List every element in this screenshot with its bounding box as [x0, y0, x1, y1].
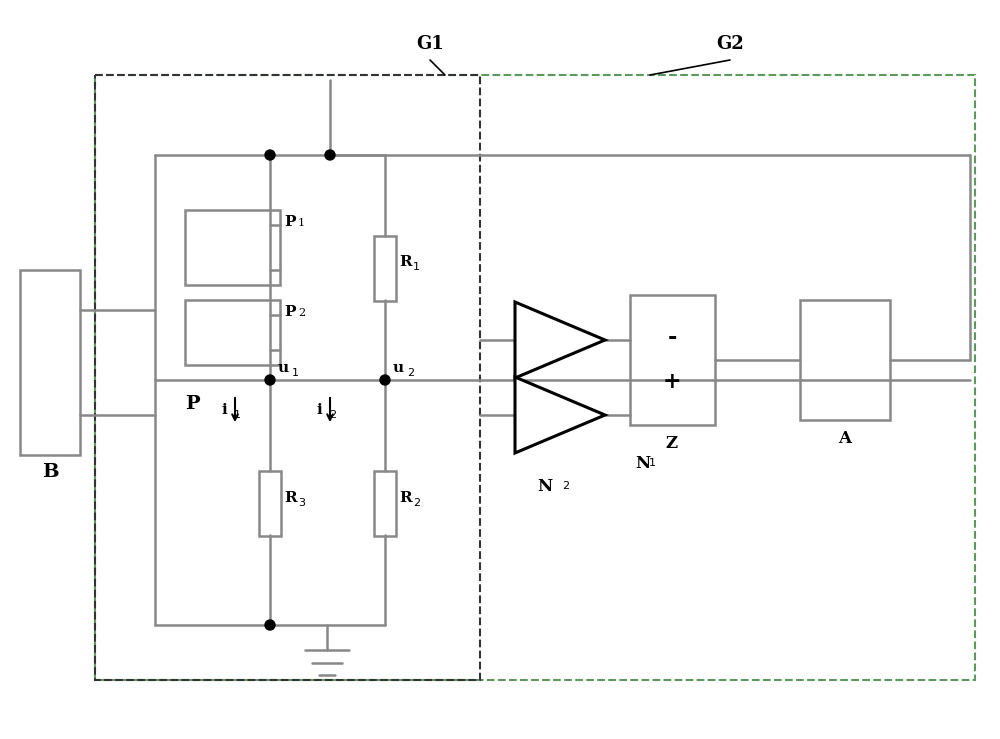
Text: 1: 1 [649, 458, 656, 468]
Bar [374, 471, 396, 536]
Text: u: u [278, 361, 289, 375]
Bar [95, 75, 975, 680]
Text: Z: Z [666, 435, 678, 452]
Text: G2: G2 [716, 35, 744, 53]
Text: 1: 1 [234, 410, 241, 420]
Bar [800, 300, 890, 420]
Circle shape [380, 375, 390, 385]
Bar [185, 300, 280, 365]
Bar [259, 471, 281, 536]
Text: R: R [399, 491, 412, 505]
Text: A: A [838, 430, 852, 447]
Text: 2: 2 [413, 497, 420, 508]
Text: N: N [537, 478, 553, 495]
Text: +: + [663, 371, 681, 393]
Text: i: i [221, 403, 227, 417]
Bar [95, 75, 480, 680]
Bar [185, 210, 280, 285]
Text: R: R [284, 491, 297, 505]
Text: P: P [284, 305, 296, 319]
Polygon shape [515, 377, 605, 453]
Text: G1: G1 [416, 35, 444, 53]
Text: 2: 2 [329, 410, 336, 420]
Text: u: u [393, 361, 404, 375]
Text: -: - [667, 327, 677, 349]
Text: i: i [316, 403, 322, 417]
Circle shape [325, 150, 335, 160]
Bar [20, 270, 80, 455]
Text: P: P [284, 215, 296, 229]
Text: 2: 2 [562, 481, 569, 491]
Bar [630, 295, 715, 425]
Text: 3: 3 [298, 497, 305, 508]
Circle shape [265, 620, 275, 630]
Polygon shape [515, 302, 605, 378]
Text: 2: 2 [407, 368, 414, 378]
Circle shape [265, 375, 275, 385]
Bar [374, 236, 396, 301]
Circle shape [265, 150, 275, 160]
Text: R: R [399, 256, 412, 270]
Text: 1: 1 [292, 368, 299, 378]
Text: 1: 1 [298, 218, 305, 228]
Text: 1: 1 [413, 262, 420, 273]
Text: N: N [635, 455, 650, 472]
Text: 2: 2 [298, 308, 305, 318]
Text: P: P [185, 395, 200, 413]
Text: B: B [42, 463, 58, 481]
